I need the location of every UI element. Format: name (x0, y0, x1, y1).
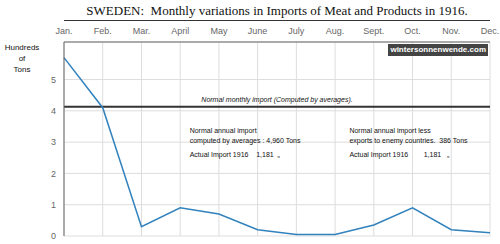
html-text:SWEDEN: Monthly variations in: SWEDEN: Monthly variations in Imports of… (86, 3, 468, 18)
svg-text:4: 4 (51, 106, 56, 116)
html-text:Actual Import 1916 1,181 „: Actual Import 1916 1,181 „ (189, 151, 280, 158)
svg-text:Sept.: Sept. (363, 26, 384, 36)
html-text:Normal annual import: Normal annual import (189, 127, 257, 134)
svg-text:Dec.: Dec. (481, 26, 492, 36)
html-text:Hundreds of Tons: Hundreds of Tons (4, 43, 40, 74)
svg-text:1: 1 (51, 200, 56, 210)
svg-text:April: April (171, 26, 189, 36)
html-text:exports to enemy countries. 38: exports to enemy countries. 386 Tons (349, 137, 468, 144)
html-text:wintersonnenwende.com: wintersonnenwende.com (390, 45, 486, 54)
svg-text:Normal monthly import (Compute: Normal monthly import (Computed by avera… (201, 96, 352, 104)
svg-text:3: 3 (51, 137, 56, 147)
svg-text:June: June (248, 26, 268, 36)
html-text:computed by averages : 4,960 T: computed by averages : 4,960 Tons (189, 137, 301, 144)
html-text:Actual Import 1916 1,181 „: Actual Import 1916 1,181 „ (349, 151, 450, 158)
html-text:Normal annual import less: Normal annual import less (349, 127, 431, 134)
svg-text:0: 0 (51, 231, 56, 241)
svg-text:Mar.: Mar. (133, 26, 151, 36)
svg-text:Jan.: Jan. (55, 26, 72, 36)
svg-text:Oct.: Oct. (404, 26, 421, 36)
svg-text:May: May (210, 26, 228, 36)
svg-text:2: 2 (51, 169, 56, 179)
svg-text:Feb.: Feb. (94, 26, 112, 36)
svg-text:July: July (288, 26, 305, 36)
svg-text:Aug.: Aug. (326, 26, 345, 36)
svg-text:Nov.: Nov. (442, 26, 460, 36)
svg-text:5: 5 (51, 75, 56, 85)
